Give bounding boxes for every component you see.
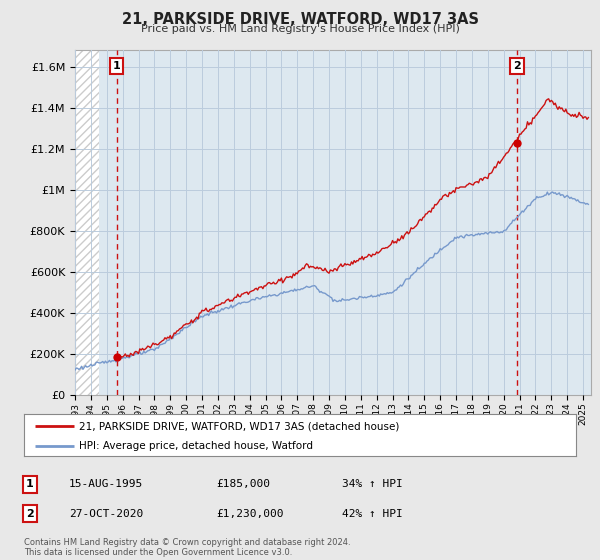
Text: 15-AUG-1995: 15-AUG-1995 — [69, 479, 143, 489]
Text: 42% ↑ HPI: 42% ↑ HPI — [342, 508, 403, 519]
Text: £185,000: £185,000 — [216, 479, 270, 489]
Text: HPI: Average price, detached house, Watford: HPI: Average price, detached house, Watf… — [79, 441, 313, 451]
Text: 34% ↑ HPI: 34% ↑ HPI — [342, 479, 403, 489]
Text: Contains HM Land Registry data © Crown copyright and database right 2024.
This d: Contains HM Land Registry data © Crown c… — [24, 538, 350, 557]
Text: 21, PARKSIDE DRIVE, WATFORD, WD17 3AS: 21, PARKSIDE DRIVE, WATFORD, WD17 3AS — [121, 12, 479, 27]
Text: £1,230,000: £1,230,000 — [216, 508, 284, 519]
Text: 1: 1 — [113, 60, 121, 71]
Bar — [75, 50, 99, 395]
Text: 27-OCT-2020: 27-OCT-2020 — [69, 508, 143, 519]
Text: Price paid vs. HM Land Registry's House Price Index (HPI): Price paid vs. HM Land Registry's House … — [140, 24, 460, 34]
Text: 2: 2 — [513, 60, 521, 71]
Text: 21, PARKSIDE DRIVE, WATFORD, WD17 3AS (detached house): 21, PARKSIDE DRIVE, WATFORD, WD17 3AS (d… — [79, 421, 400, 431]
Text: 2: 2 — [26, 508, 34, 519]
Text: 1: 1 — [26, 479, 34, 489]
